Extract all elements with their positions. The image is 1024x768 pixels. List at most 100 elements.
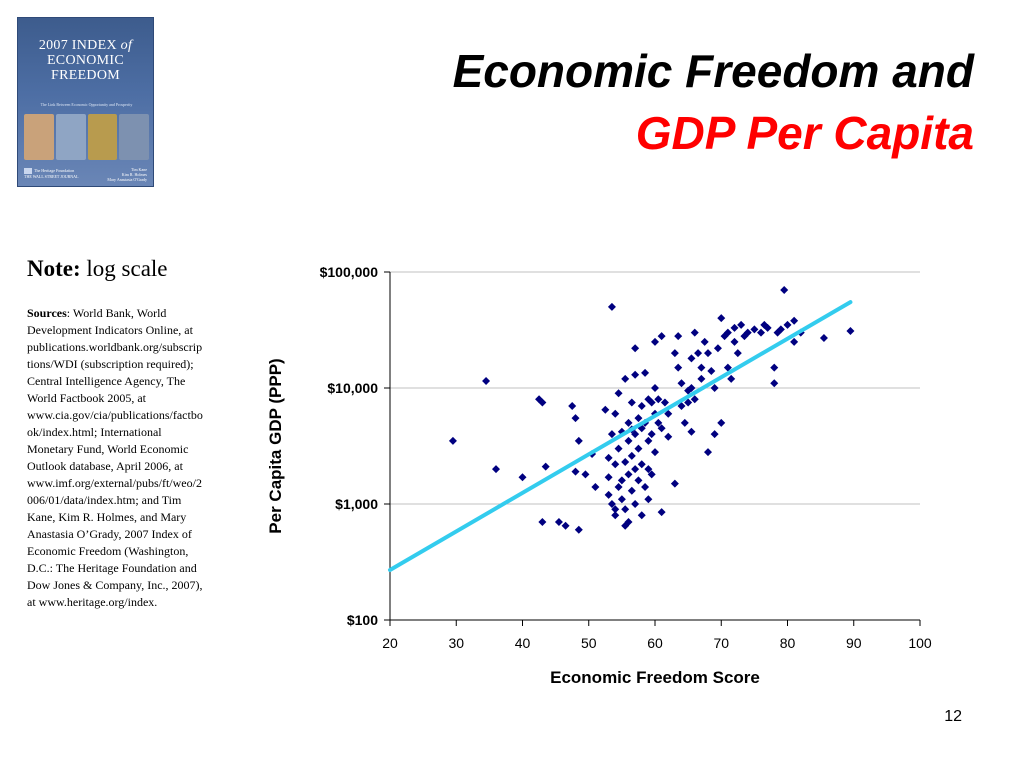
data-point <box>541 462 550 471</box>
cover-photo <box>55 114 86 160</box>
cover-publisher: THE WALL STREET JOURNAL <box>24 174 79 180</box>
data-point <box>614 483 623 492</box>
data-point <box>670 479 679 488</box>
cover-photo <box>24 114 54 160</box>
data-point <box>614 389 623 398</box>
data-point <box>621 458 630 467</box>
data-point <box>697 363 706 372</box>
heritage-logo-icon <box>24 168 32 175</box>
data-point <box>687 427 696 436</box>
data-point <box>611 460 620 469</box>
data-point <box>644 465 653 474</box>
data-point <box>621 374 630 383</box>
data-point <box>644 436 653 445</box>
data-point <box>670 349 679 358</box>
data-point <box>624 436 633 445</box>
data-point <box>651 384 659 392</box>
report-cover-image: 2007 INDEX of ECONOMIC FREEDOM The Link … <box>17 17 154 187</box>
data-point <box>713 344 722 353</box>
data-point <box>776 325 785 334</box>
data-point <box>770 363 779 372</box>
data-point <box>611 511 620 520</box>
data-point <box>763 323 772 332</box>
data-point <box>611 409 620 418</box>
data-point <box>614 444 623 453</box>
y-tick-label: $10,000 <box>327 380 378 396</box>
data-point <box>757 328 765 337</box>
data-point <box>730 337 739 346</box>
data-point <box>717 418 726 427</box>
cover-publisher: The Heritage Foundation <box>34 168 75 173</box>
data-point <box>604 473 613 482</box>
data-point <box>694 349 703 358</box>
data-point <box>684 386 693 395</box>
cover-title-of: of <box>120 38 133 53</box>
cover-title-line1: 2007 INDEX <box>38 38 117 53</box>
trend-line <box>388 300 853 572</box>
x-tick-label: 40 <box>515 635 531 651</box>
data-point <box>690 395 699 404</box>
data-point <box>624 470 633 479</box>
data-point <box>687 384 696 392</box>
data-point <box>674 332 683 341</box>
chart-axes <box>384 271 921 626</box>
data-point <box>607 302 616 311</box>
data-point <box>677 379 686 388</box>
note-label: Note: <box>27 256 81 281</box>
cover-photo-strip <box>24 114 149 160</box>
data-point <box>697 374 706 383</box>
data-point <box>448 436 457 445</box>
data-point <box>657 332 666 341</box>
y-tick-label: $100 <box>347 612 378 628</box>
data-point <box>730 323 739 332</box>
data-point <box>657 508 666 517</box>
data-point <box>631 430 640 439</box>
data-point <box>647 398 656 407</box>
data-point <box>760 320 769 329</box>
data-point <box>621 505 630 514</box>
x-tick-label: 50 <box>581 635 597 651</box>
data-point <box>554 517 563 526</box>
cover-title: 2007 INDEX of ECONOMIC FREEDOM <box>18 38 153 83</box>
data-point <box>601 405 610 414</box>
data-point <box>750 325 759 334</box>
x-tick-label: 30 <box>448 635 464 651</box>
cover-title-line3: FREEDOM <box>51 68 120 83</box>
data-point <box>611 505 620 514</box>
data-point <box>627 398 636 407</box>
data-point <box>707 367 716 376</box>
data-point <box>657 424 666 433</box>
scatter-chart: Economic Freedom Score Per Capita GDP (P… <box>266 264 932 687</box>
data-point <box>710 384 719 392</box>
data-point <box>538 517 547 526</box>
y-tick-label: $100,000 <box>320 264 379 280</box>
y-axis-title: Per Capita GDP (PPP) <box>266 358 285 533</box>
cover-photo <box>87 114 118 160</box>
data-point <box>819 333 828 342</box>
data-point <box>631 500 640 508</box>
data-point <box>571 414 580 423</box>
data-point <box>624 517 633 526</box>
data-point <box>654 418 663 427</box>
data-point <box>627 451 636 460</box>
x-tick-label: 60 <box>647 635 663 651</box>
y-tick-label: $1,000 <box>335 496 378 512</box>
data-point <box>637 401 646 410</box>
data-point <box>644 395 653 404</box>
scale-note: Note: log scale <box>27 256 168 282</box>
data-point <box>617 495 626 504</box>
sources-note: Sources: World Bank, World Development I… <box>27 305 203 611</box>
data-point <box>647 470 656 479</box>
data-point <box>677 401 686 410</box>
data-point <box>641 368 650 377</box>
cover-subtitle: The Link Between Economic Opportunity an… <box>40 102 133 107</box>
data-point <box>637 460 646 469</box>
data-point <box>723 328 732 337</box>
data-point <box>700 337 709 346</box>
data-point <box>704 448 712 457</box>
data-point <box>637 511 646 520</box>
data-point <box>634 414 643 423</box>
cover-author: Tim Kane <box>131 167 147 172</box>
data-point <box>607 500 616 508</box>
data-point <box>727 374 736 383</box>
